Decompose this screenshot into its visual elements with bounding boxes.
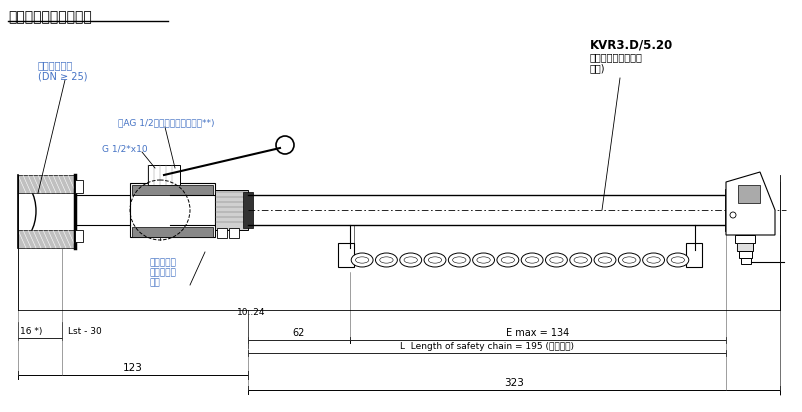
Bar (75, 180, 83, 193)
Ellipse shape (448, 253, 470, 267)
Ellipse shape (399, 253, 422, 267)
Bar (132, 227, 213, 237)
Text: 改变路径以
放松链条的
张力: 改变路径以 放松链条的 张力 (150, 258, 177, 288)
Text: 123: 123 (123, 363, 143, 373)
Ellipse shape (642, 253, 665, 267)
Text: G 1/2*x10: G 1/2*x10 (102, 145, 148, 154)
Ellipse shape (622, 257, 636, 263)
Bar (741, 258, 751, 264)
Ellipse shape (351, 253, 373, 267)
Ellipse shape (594, 253, 616, 267)
Bar (738, 185, 760, 203)
Bar (18, 175, 75, 193)
Bar (130, 183, 215, 237)
Bar (338, 243, 354, 267)
Text: 完整的安全链（焊接
连接): 完整的安全链（焊接 连接) (590, 52, 643, 74)
Bar (737, 243, 753, 251)
Text: Lst - 30: Lst - 30 (68, 327, 102, 336)
Ellipse shape (598, 257, 612, 263)
Ellipse shape (671, 257, 685, 263)
Text: KVR3.D/5.20: KVR3.D/5.20 (590, 38, 673, 51)
Ellipse shape (574, 257, 587, 263)
Text: 现有管道系统
(DN ≥ 25): 现有管道系统 (DN ≥ 25) (38, 60, 87, 82)
Ellipse shape (380, 257, 393, 263)
Bar (148, 165, 180, 185)
Ellipse shape (404, 257, 417, 263)
Bar (735, 235, 755, 243)
Ellipse shape (355, 257, 369, 263)
Bar (726, 190, 732, 230)
Ellipse shape (472, 253, 495, 267)
Ellipse shape (647, 257, 660, 263)
Polygon shape (726, 172, 775, 235)
Text: 323: 323 (504, 378, 524, 388)
Ellipse shape (477, 257, 490, 263)
Bar (217, 228, 227, 238)
Text: L  Length of safety chain = 195 (结束设置): L Length of safety chain = 195 (结束设置) (400, 342, 574, 351)
Bar (132, 185, 213, 195)
Bar (739, 251, 752, 258)
Ellipse shape (428, 257, 442, 263)
Ellipse shape (545, 253, 567, 267)
Ellipse shape (549, 257, 563, 263)
Bar (18, 230, 75, 248)
Bar (243, 192, 253, 228)
Bar (229, 228, 239, 238)
Ellipse shape (618, 253, 640, 267)
Bar (75, 230, 83, 242)
Bar (215, 190, 248, 230)
Ellipse shape (667, 253, 689, 267)
Bar (686, 243, 702, 267)
Ellipse shape (375, 253, 397, 267)
Text: 62: 62 (293, 328, 306, 338)
Text: 16 *): 16 *) (20, 327, 43, 336)
Text: 带AG 1/2的焊接六角螺纹接头**): 带AG 1/2的焊接六角螺纹接头**) (118, 118, 214, 127)
Ellipse shape (424, 253, 446, 267)
Ellipse shape (501, 257, 515, 263)
Text: 传感器显示在最终位置: 传感器显示在最终位置 (8, 10, 91, 24)
Ellipse shape (521, 253, 543, 267)
Ellipse shape (569, 253, 592, 267)
Text: E max = 134: E max = 134 (506, 328, 569, 338)
Ellipse shape (497, 253, 519, 267)
Text: 10..24: 10..24 (237, 308, 265, 317)
Ellipse shape (525, 257, 539, 263)
Ellipse shape (452, 257, 466, 263)
